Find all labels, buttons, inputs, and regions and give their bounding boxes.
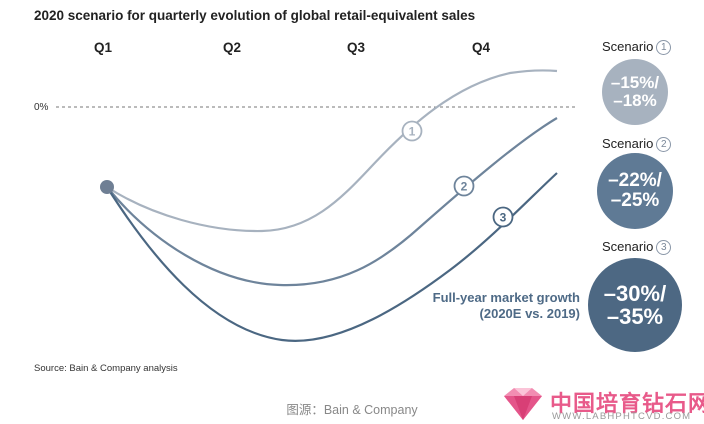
quarter-label-q1: Q1 [94,40,113,55]
scenario-2-label: Scenario 2 [602,136,672,152]
scenario-2-badge: –22%/–25% [597,153,673,229]
watermark-url: WWW.LABHPHTCVD.COM [552,411,692,422]
scenario-1-line [106,69,558,233]
quarter-label-q3: Q3 [347,40,366,55]
scenario-1-label: Scenario 1 [602,39,672,55]
image-caption: 图源：Bain & Company [286,403,418,417]
marker-2: 2 [453,175,475,197]
marker-3: 3 [492,206,514,228]
source-note: Source: Bain & Company analysis [34,363,178,374]
scenario-3-badge: –30%/–35% [588,258,682,352]
marker-1-label: 1 [409,125,416,139]
full-year-growth-annotation: Full-year market growth (2020E vs. 2019) [432,290,580,322]
scenario-1-badge: –15%/–18% [602,59,668,125]
chart-title: 2020 scenario for quarterly evolution of… [34,8,476,23]
marker-1: 1 [401,120,423,142]
quarter-label-q2: Q2 [223,40,241,55]
scenario-3-label: Scenario 3 [602,239,672,255]
marker-3-label: 3 [500,211,507,225]
start-point [100,180,114,194]
diamond-logo-icon [504,388,542,420]
watermark: 中国培育钻石网 WWW.LABHPHTCVD.COM [500,386,704,422]
watermark-text: 中国培育钻石网 [550,391,704,416]
zero-percent-label: 0% [34,102,49,113]
scenario-2-line [106,117,558,287]
quarter-label-q4: Q4 [472,40,491,55]
marker-2-label: 2 [461,180,468,194]
